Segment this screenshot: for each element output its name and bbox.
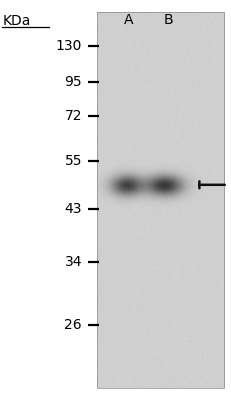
Text: 130: 130 <box>56 39 82 53</box>
Text: A: A <box>123 13 133 27</box>
Text: 34: 34 <box>64 255 82 269</box>
Text: 55: 55 <box>64 154 82 168</box>
Text: 95: 95 <box>64 75 82 89</box>
Text: B: B <box>164 13 173 27</box>
Text: KDa: KDa <box>2 14 31 28</box>
Bar <box>97 12 224 388</box>
Text: 43: 43 <box>64 202 82 216</box>
Text: 72: 72 <box>64 109 82 123</box>
Text: 26: 26 <box>64 318 82 332</box>
